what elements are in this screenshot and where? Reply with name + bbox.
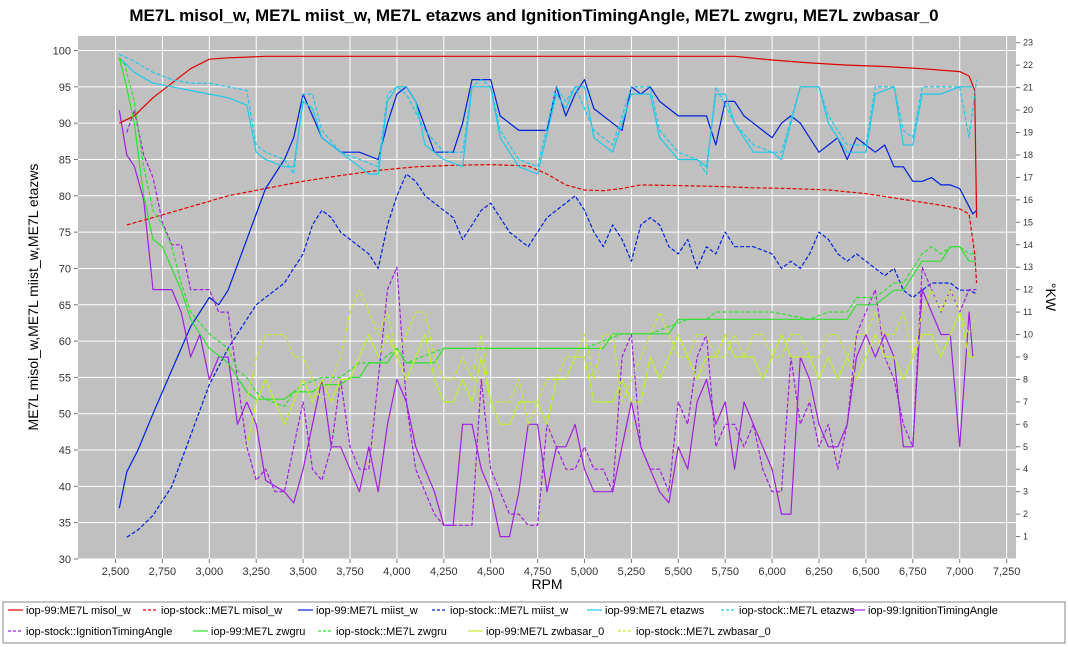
y-right-tick-label: 8	[1023, 374, 1028, 384]
y-left-tick-label: 100	[53, 46, 71, 58]
right-y-axis-label: °KW	[1043, 283, 1059, 312]
y-right-tick-label: 18	[1023, 150, 1033, 160]
x-tick-label: 3,750	[336, 566, 364, 578]
series-line-9	[118, 57, 977, 408]
y-left-tick-label: 50	[59, 409, 71, 421]
y-right-tick-label: 21	[1023, 83, 1033, 93]
legend	[2, 601, 1066, 644]
legend-label: iop-stock::ME7L misol_w	[161, 605, 282, 617]
x-axis-label: RPM	[531, 576, 562, 592]
series-line-10	[246, 311, 975, 447]
x-tick-label: 7,250	[993, 566, 1021, 578]
x-tick-label: 2,750	[149, 566, 177, 578]
x-tick-label: 5,500	[665, 566, 693, 578]
y-left-tick-label: 95	[59, 82, 71, 94]
x-tick-label: 6,000	[758, 566, 786, 578]
series-lines	[118, 53, 978, 538]
x-tick-label: 3,000	[196, 566, 224, 578]
y-left-tick-label: 30	[59, 554, 71, 566]
series-line-6	[118, 110, 974, 538]
x-tick-label: 6,250	[805, 566, 833, 578]
y-right-tick-label: 12	[1023, 285, 1033, 295]
legend-label: iop-stock::ME7L zwbasar_0	[636, 626, 771, 638]
legend-label: iop-99:ME7L misol_w	[26, 605, 131, 617]
y-right-tick-label: 6	[1023, 419, 1028, 429]
x-tick-label: 4,000	[383, 566, 411, 578]
series-line-1	[126, 164, 978, 284]
y-left-tick-label: 90	[59, 118, 71, 130]
legend-label: iop-99:ME7L zwbasar_0	[486, 626, 604, 638]
legend-label: iop-stock::ME7L zwgru	[336, 626, 447, 638]
y-left-tick-label: 65	[59, 300, 71, 312]
legend-label: iop-stock::ME7L etazws	[739, 605, 855, 617]
legend-items: iop-99:ME7L misol_w iop-stock::ME7L misol…	[8, 605, 998, 638]
x-tick-label: 3,500	[289, 566, 317, 578]
x-tick-label: 7,000	[946, 566, 974, 578]
series-line-5	[119, 53, 978, 175]
y-right-tick-label: 20	[1023, 105, 1033, 115]
x-tick-label: 6,500	[852, 566, 880, 578]
y-right-tick-label: 9	[1023, 352, 1028, 362]
y-right-tick-label: 11	[1023, 307, 1032, 317]
legend-label: iop-99:ME7L zwgru	[211, 626, 305, 638]
legend-label: iop-99:ME7L etazws	[605, 605, 705, 617]
y-left-tick-label: 75	[59, 227, 71, 239]
y-right-tick-label: 7	[1023, 397, 1028, 407]
x-tick-label: 5,000	[571, 566, 599, 578]
left-y-axis-label: ME7L misol_w,ME7L miist_w,ME7L etazws	[25, 164, 41, 431]
legend-label: iop-stock::IgnitionTimingAngle	[26, 626, 172, 638]
y-left-tick-label: 85	[59, 154, 71, 166]
y-left-tick-label: 70	[59, 263, 71, 275]
y-left-tick-label: 45	[59, 445, 71, 457]
y-left-tick-label: 55	[59, 372, 71, 384]
x-tick-label: 2,500	[102, 566, 130, 578]
y-right-tick-label: 17	[1023, 172, 1033, 182]
y-right-tick-label: 2	[1023, 509, 1028, 519]
series-line-11	[246, 289, 978, 425]
x-tick-label: 6,750	[899, 566, 927, 578]
x-tick-label: 4,250	[430, 566, 458, 578]
y-right-tick-label: 14	[1023, 240, 1033, 250]
y-right-tick-label: 3	[1023, 487, 1028, 497]
legend-label: iop-stock::ME7L miist_w	[450, 605, 568, 617]
y-right-tick-label: 13	[1023, 262, 1033, 272]
grid	[78, 36, 1016, 560]
series-line-7	[126, 109, 977, 526]
y-left-tick-label: 60	[59, 336, 71, 348]
y-right-tick-label: 19	[1023, 128, 1033, 138]
x-tick-label: 5,750	[711, 566, 739, 578]
y-left-tick-label: 80	[59, 191, 71, 203]
y-left-tick-label: 40	[59, 481, 71, 493]
legend-label: iop-99:ME7L miist_w	[316, 605, 418, 617]
y-right-tick-label: 10	[1023, 330, 1033, 340]
y-right-tick-label: 4	[1023, 464, 1028, 474]
x-tick-label: 4,500	[477, 566, 505, 578]
legend-label: iop-99:IgnitionTimingAngle	[868, 605, 998, 617]
series-line-2	[118, 79, 978, 509]
x-tick-label: 3,250	[242, 566, 270, 578]
left-y-axis: 30 35 40 45 50 55 60 65 70 75 80 85 90 95 100	[53, 46, 78, 566]
series-line-0	[119, 55, 978, 218]
y-right-tick-label: 16	[1023, 195, 1033, 205]
series-line-4	[118, 57, 973, 175]
series-line-3	[126, 173, 977, 538]
x-tick-label: 5,250	[618, 566, 646, 578]
x-axis: 2,500 2,750 3,000 3,250 3,500 3,750 4,000 4,250…	[102, 559, 1021, 578]
y-right-tick-label: 5	[1023, 442, 1028, 452]
y-right-tick-label: 15	[1023, 217, 1033, 227]
y-right-tick-label: 23	[1023, 38, 1033, 48]
chart-title: ME7L misol_w, ME7L miist_w, ME7L etazws …	[129, 6, 938, 25]
y-right-tick-label: 22	[1023, 60, 1033, 70]
x-tick-label: 4,750	[524, 566, 552, 578]
y-left-tick-label: 35	[59, 518, 71, 530]
y-right-tick-label: 1	[1023, 532, 1028, 542]
